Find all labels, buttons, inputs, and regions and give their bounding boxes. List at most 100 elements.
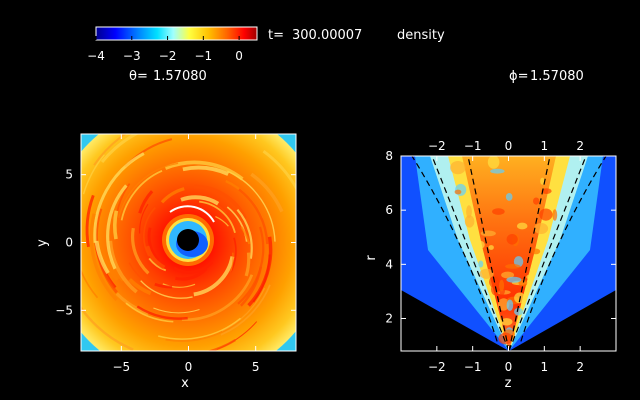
right-y-axis-label: r xyxy=(364,255,379,261)
density-swirl xyxy=(139,203,149,234)
density-swirl xyxy=(145,245,166,270)
y-tick-label: 6 xyxy=(385,203,393,217)
density-blob xyxy=(500,318,513,326)
density-swirl xyxy=(138,190,154,214)
density-swirl xyxy=(143,207,156,257)
density-swirl xyxy=(89,213,118,302)
density-swirl xyxy=(206,339,236,351)
x-tick-label: −1 xyxy=(464,360,482,374)
density-swirl xyxy=(85,194,95,248)
density-swirl xyxy=(181,274,254,321)
density-blob xyxy=(505,193,513,201)
x-tick-label: −5 xyxy=(112,360,130,374)
density-blob xyxy=(534,223,549,234)
density-swirl xyxy=(128,262,155,288)
right-x-axis-label: z xyxy=(505,376,512,391)
x-tick-label-top: 2 xyxy=(576,139,584,153)
x-tick-label-top: −1 xyxy=(464,139,482,153)
density-blob xyxy=(499,279,505,292)
colorbar-tick-label: −2 xyxy=(159,49,177,63)
density-blob xyxy=(540,177,545,185)
density-swirl xyxy=(262,150,296,191)
density-blob xyxy=(490,168,505,174)
density-swirl xyxy=(162,283,196,288)
y-tick-label: 8 xyxy=(385,149,393,163)
density-swirl xyxy=(113,210,119,240)
density-swirl xyxy=(238,188,269,245)
density-swirl xyxy=(160,187,185,204)
density-swirl xyxy=(180,195,220,206)
density-blob xyxy=(539,208,553,221)
x-tick-label: −2 xyxy=(428,360,446,374)
density-swirl xyxy=(230,252,234,272)
density-blob xyxy=(450,161,466,175)
colorbar-tick-label: 0 xyxy=(235,49,243,63)
density-swirl xyxy=(193,184,247,220)
density-swirl xyxy=(226,206,248,242)
density-swirl xyxy=(81,305,134,351)
density-swirl xyxy=(120,169,163,221)
density-blob xyxy=(498,298,510,311)
density-blob xyxy=(552,209,558,221)
density-blob xyxy=(505,264,521,269)
x-tick-label-top: 0 xyxy=(505,139,513,153)
colorbar-ticks: −4 −3 −2 −1 0 xyxy=(87,36,243,63)
density-swirl xyxy=(244,252,251,277)
density-swirl xyxy=(125,302,174,323)
density-blob xyxy=(514,307,523,316)
density-swirl xyxy=(175,267,208,281)
density-swirl xyxy=(215,216,229,227)
density-swirl xyxy=(100,134,140,163)
density-blob xyxy=(492,208,505,215)
density-swirl xyxy=(128,278,152,296)
density-swirl xyxy=(220,284,271,336)
density-swirl xyxy=(236,208,253,259)
density-blob xyxy=(526,274,534,280)
x-tick-label-top: 1 xyxy=(541,139,549,153)
density-swirl xyxy=(247,236,273,307)
density-swirl xyxy=(140,280,193,299)
density-swirl xyxy=(237,226,265,305)
density-blob xyxy=(473,240,485,250)
y-tick-label: 5 xyxy=(65,168,73,182)
density-swirl xyxy=(154,282,173,289)
colorbar-tick-label: −4 xyxy=(87,49,105,63)
density-blob xyxy=(506,234,518,245)
time-label: t= xyxy=(268,28,284,43)
density-swirl xyxy=(240,226,251,245)
y-tick-label: −5 xyxy=(55,303,73,317)
density-swirl xyxy=(193,256,235,297)
x-tick-label: 2 xyxy=(576,360,584,374)
time-value: 300.00007 xyxy=(292,28,362,43)
density-swirl xyxy=(108,240,138,294)
density-swirl xyxy=(81,268,99,299)
x-tick-label: 5 xyxy=(252,360,260,374)
colorbar-tick-label: −1 xyxy=(194,49,212,63)
density-blob xyxy=(488,245,494,250)
header-area: −4 −3 −2 −1 0 t= 300.00007 density θ= 1.5708… xyxy=(87,26,584,84)
quantity-label: density xyxy=(397,28,445,43)
density-blob xyxy=(478,260,484,268)
left-x-axis-label: x xyxy=(181,376,189,391)
left-y-axis-label: y xyxy=(35,239,50,247)
density-swirl xyxy=(118,162,179,219)
theta-value: 1.57080 xyxy=(153,69,207,84)
x-tick-label: 0 xyxy=(185,360,193,374)
density-blob xyxy=(501,271,515,279)
density-blob xyxy=(487,156,500,169)
theta-label: θ= xyxy=(129,69,148,84)
density-swirl xyxy=(182,165,229,176)
density-swirl xyxy=(94,240,110,275)
density-swirl xyxy=(148,257,167,272)
density-blob xyxy=(533,197,540,205)
density-blob xyxy=(498,332,513,345)
density-swirl xyxy=(199,200,236,234)
density-blob xyxy=(516,222,528,230)
density-swirl xyxy=(136,305,188,320)
density-swirl xyxy=(131,227,150,275)
x-tick-label: 1 xyxy=(541,360,549,374)
x-tick-label: 0 xyxy=(505,360,513,374)
